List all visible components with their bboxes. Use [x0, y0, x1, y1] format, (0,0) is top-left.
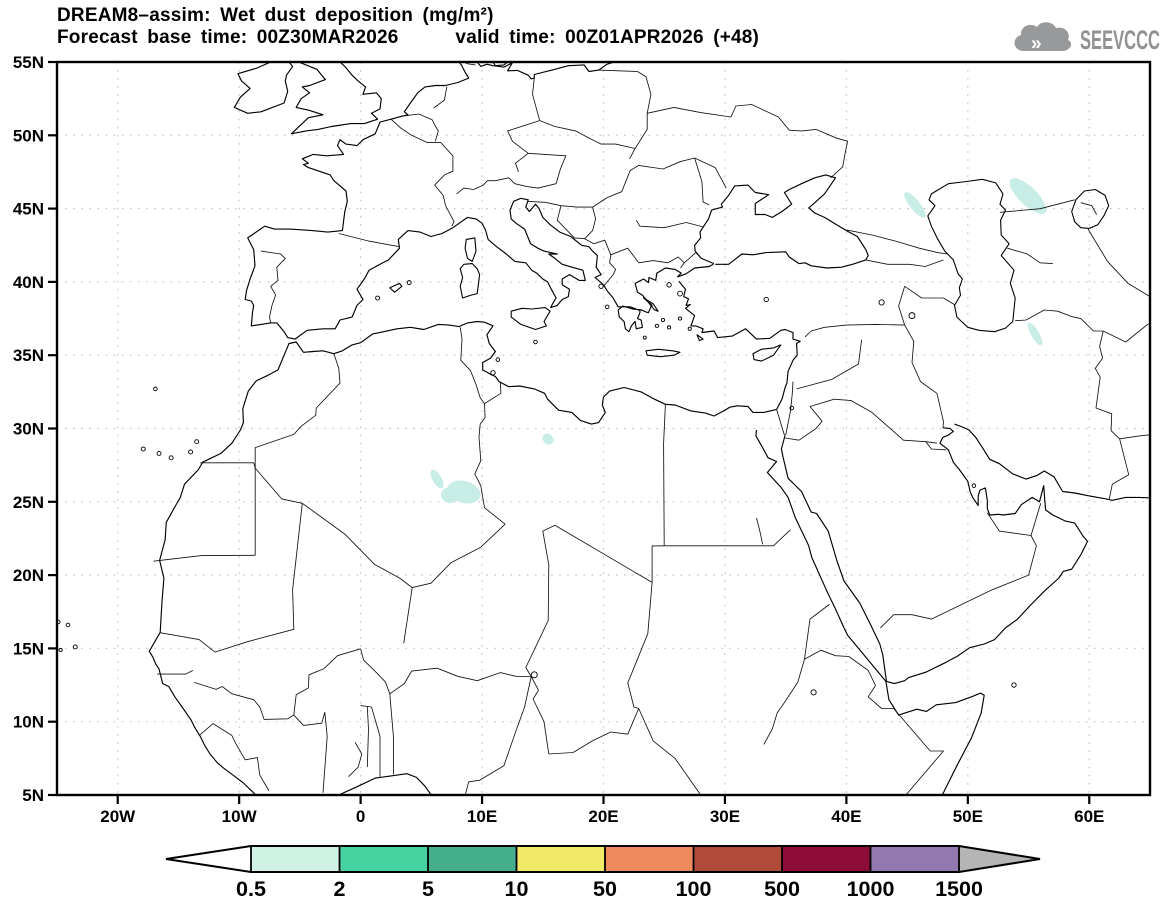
lat-tick-label: 30N — [13, 420, 44, 439]
lat-tick-label: 15N — [13, 639, 44, 658]
lat-tick-label: 40N — [13, 273, 44, 292]
cloud-icon — [1014, 22, 1072, 51]
plot-frame — [55, 60, 1152, 797]
lon-tick-label: 30E — [710, 807, 740, 826]
dust-deposition-patch — [542, 433, 554, 445]
lat-tick-label: 35N — [13, 346, 44, 365]
lat-tick-label: 20N — [13, 566, 44, 585]
lon-tick-label: 60E — [1074, 807, 1104, 826]
colorbar-level-label: 5 — [422, 877, 434, 901]
colorbar-level-label: 10 — [505, 877, 529, 901]
colorbar-level-label: 1500 — [935, 877, 983, 901]
colorbar-level-label: 100 — [676, 877, 712, 901]
dust-deposition-patch — [1027, 322, 1043, 346]
lon-tick-label: 20E — [588, 807, 618, 826]
dust-deposition-patch — [904, 192, 926, 218]
logo-text: SEEVCCC — [1080, 25, 1160, 55]
lat-tick-label: 5N — [22, 786, 44, 805]
axis-ticks-labels: 55N 50N 45N 40N 35N 30N 25N 20N 15N 10N 5N 20W 10W 0 1… — [13, 53, 1105, 826]
lon-tick-label: 10E — [467, 807, 497, 826]
colorbar-level-label: 0.5 — [236, 877, 266, 901]
lon-tick-label: 0 — [356, 807, 365, 826]
lat-tick-label: 25N — [13, 493, 44, 512]
colorbar-level-label: 500 — [764, 877, 800, 901]
cloud-arrow-icon: » — [1031, 34, 1042, 55]
figure-subtitle: Forecast base time: 00Z30MAR2026 valid t… — [57, 27, 760, 48]
dust-deposition-patch — [441, 487, 459, 503]
colorbar-level-label: 1000 — [847, 877, 895, 901]
lat-tick-label: 45N — [13, 200, 44, 219]
dust-deposition-patch — [430, 469, 444, 489]
seevccc-logo: » SEEVCCC — [1014, 22, 1160, 55]
dust-deposition-layer — [430, 178, 1047, 504]
lat-tick-label: 50N — [13, 126, 44, 145]
lat-tick-label: 10N — [13, 713, 44, 732]
lat-tick-label: 55N — [13, 53, 44, 72]
lon-tick-label: 40E — [831, 807, 861, 826]
coastlines-and-borders — [57, 62, 1150, 795]
dust-deposition-patch — [1009, 178, 1047, 214]
lon-tick-label: 10W — [222, 807, 258, 826]
lon-tick-label: 20W — [100, 807, 136, 826]
colorbar: 0.5 2 5 10 50 100 500 1000 1500 — [165, 845, 1041, 901]
figure-title: DREAM8–assim: Wet dust deposition (mg/m²… — [57, 5, 494, 26]
grid-lines — [57, 62, 1150, 795]
lon-tick-label: 50E — [953, 807, 983, 826]
colorbar-level-label: 2 — [334, 877, 346, 901]
colorbar-level-label: 50 — [593, 877, 617, 901]
